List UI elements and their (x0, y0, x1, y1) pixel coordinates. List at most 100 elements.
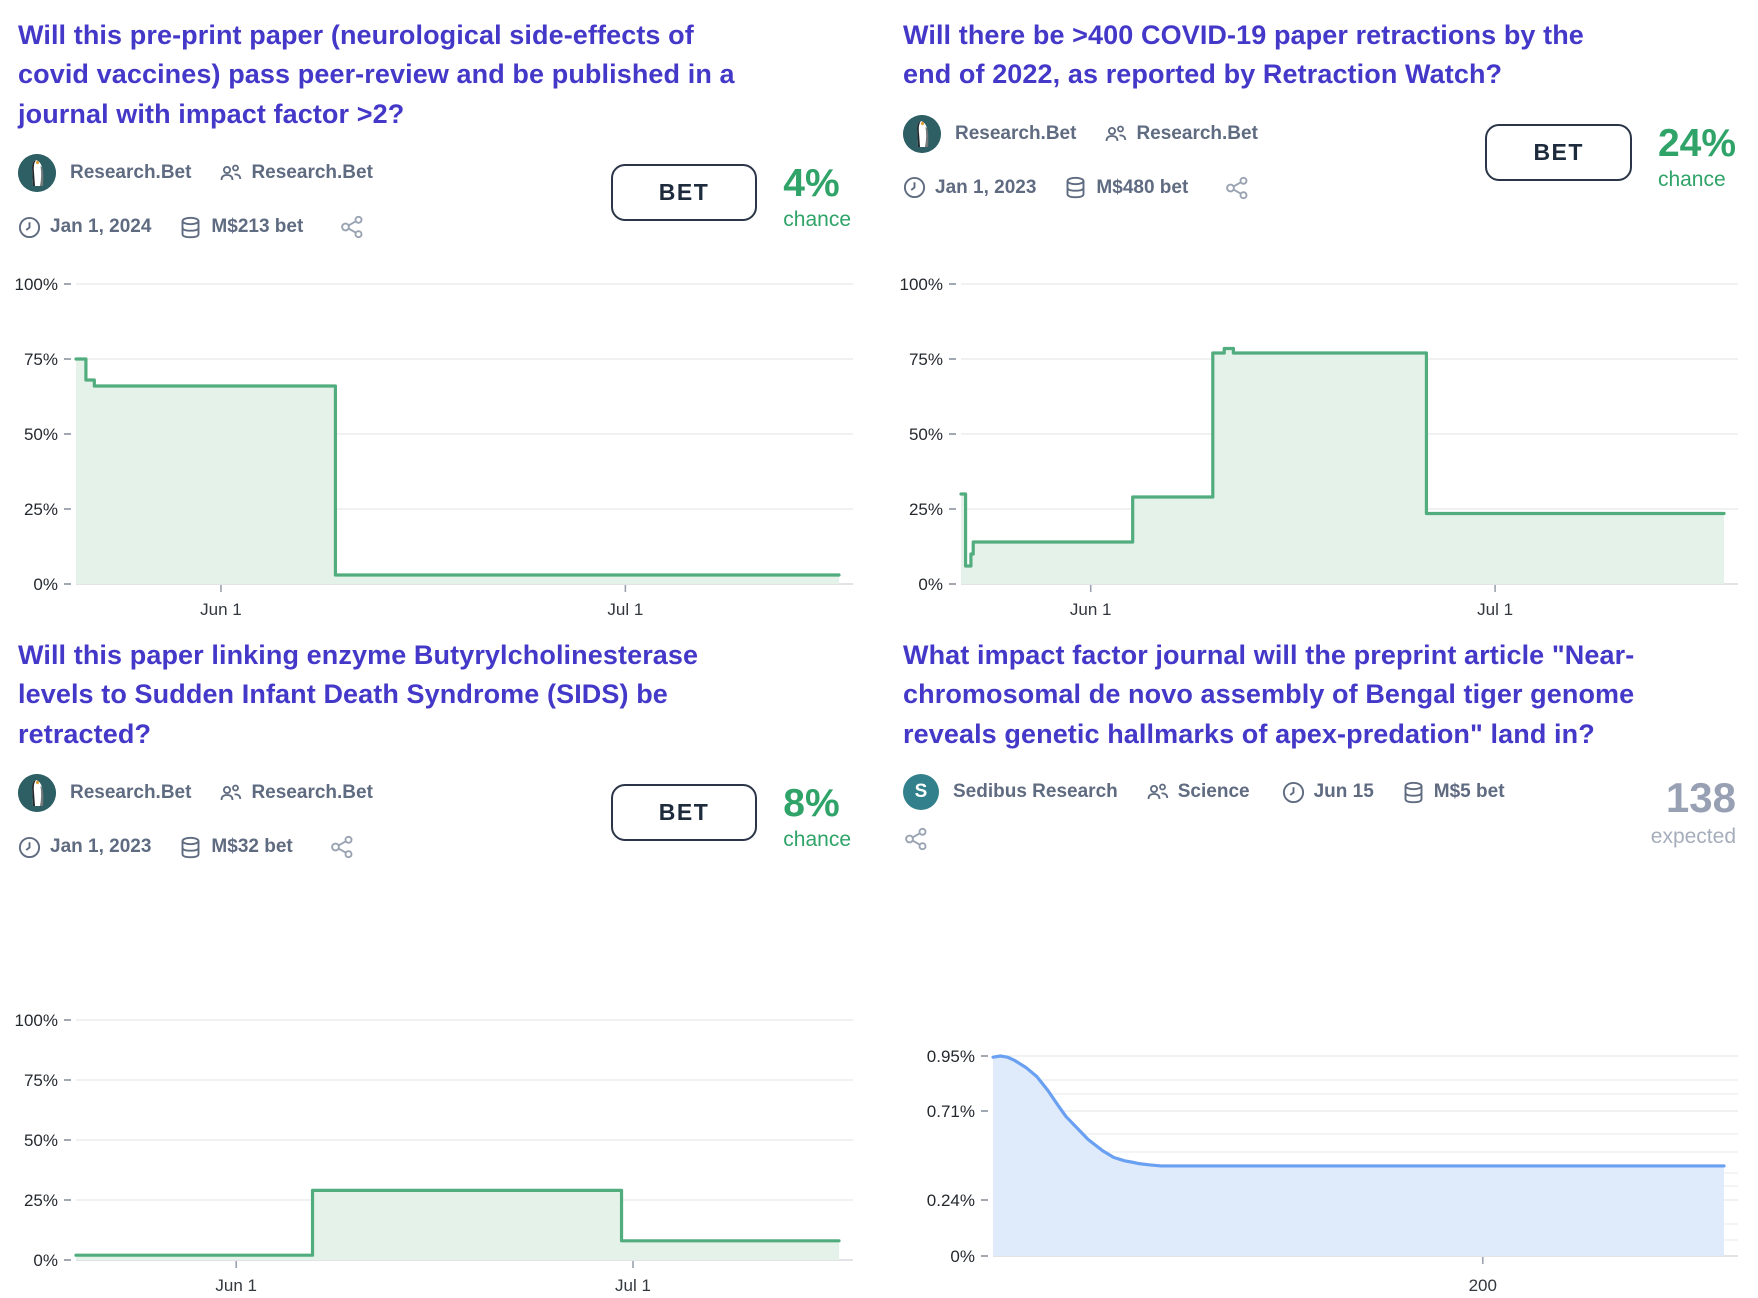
series-line (74, 1188, 841, 1257)
share-icon[interactable] (903, 826, 929, 852)
y-tick-label: 100% (900, 275, 943, 294)
share-icon[interactable] (329, 834, 355, 860)
database-icon (1404, 781, 1423, 803)
expected-label: expected (1650, 825, 1736, 849)
close-date: Jan 1, 2023 (18, 836, 151, 859)
market-title[interactable]: Will there be >400 COVID-19 paper retrac… (903, 20, 1584, 90)
creator-name[interactable]: Sedibus Research (953, 781, 1118, 803)
y-tick-label: 25% (24, 1191, 58, 1210)
share-icon[interactable] (1224, 175, 1250, 201)
series-area (993, 1056, 1724, 1256)
pool-amount: M$213 bet (179, 216, 303, 239)
database-icon (181, 836, 200, 858)
clock-icon (18, 836, 41, 858)
y-tick-label: 75% (24, 1071, 58, 1090)
share-nodes-icon (330, 836, 353, 859)
creator-avatar-penguin[interactable] (903, 114, 941, 153)
y-tick-label: 50% (24, 425, 58, 444)
probability-chart: 100% 75% 50% 25% 0% Jun 1 Jul 1 (15, 1011, 853, 1295)
database-icon (181, 216, 200, 238)
series-area (961, 348, 1724, 584)
group-name: Research.Bet (1136, 122, 1258, 144)
market-card-sids: Will this paper linking enzyme Butyrylch… (14, 622, 855, 1298)
x-tick-label: Jul 1 (607, 600, 643, 619)
market-title[interactable]: Will this paper linking enzyme Butyrylch… (18, 640, 699, 749)
market-title[interactable]: Will this pre-print paper (neurological … (18, 20, 735, 129)
group-users-icon (221, 164, 242, 181)
market-card-retractions: Will there be >400 COVID-19 paper retrac… (899, 2, 1740, 622)
x-tick-label: Jun 1 (215, 1276, 257, 1295)
creator-name[interactable]: Research.Bet (70, 162, 192, 184)
y-tick-label: 0.71% (927, 1102, 975, 1121)
group-name: Science (1177, 781, 1250, 803)
y-tick-label: 0% (918, 575, 943, 594)
pool-amount: M$32 bet (179, 836, 293, 859)
y-tick-label: 100% (15, 275, 58, 294)
y-tick-label: 25% (24, 500, 58, 519)
y-tick-label: 0% (33, 1251, 58, 1270)
probability-chart: 100% 75% 50% 25% 0% Jun 1 Jul 1 (15, 275, 853, 619)
series-line (74, 357, 841, 577)
series-area (76, 359, 839, 584)
share-nodes-icon (341, 216, 363, 239)
market-card-preprint: Will this pre-print paper (neurological … (14, 2, 855, 622)
bet-button[interactable]: BET (610, 783, 758, 841)
y-tick-label: 75% (909, 350, 943, 369)
penguin-icon (18, 774, 56, 813)
creator-avatar-initial[interactable]: S (903, 774, 939, 811)
share-icon[interactable] (339, 214, 365, 240)
close-date: Jan 1, 2023 (903, 176, 1036, 199)
chance-value: 4% (783, 161, 840, 205)
y-tick-label: 25% (909, 500, 943, 519)
probability-chart: 100% 75% 50% 25% 0% Jun 1 Jul 1 (900, 275, 1738, 619)
group-users-icon (1106, 125, 1127, 141)
group-chip[interactable]: Science (1146, 781, 1250, 803)
y-tick-label: 50% (909, 425, 943, 444)
series-area (76, 1190, 839, 1260)
group-chip[interactable]: Research.Bet (1104, 122, 1258, 145)
expected-value: 138 (1665, 774, 1736, 822)
y-tick-label: 100% (15, 1011, 58, 1030)
creator-name[interactable]: Research.Bet (955, 122, 1077, 144)
market-title[interactable]: What impact factor journal will the prep… (903, 640, 1635, 749)
market-card-impact-factor: What impact factor journal will the prep… (899, 622, 1740, 1298)
clock-icon (903, 177, 926, 199)
group-name: Research.Bet (251, 782, 373, 804)
x-tick-label: Jul 1 (615, 1276, 651, 1295)
penguin-icon (903, 114, 941, 153)
creator-avatar-penguin[interactable] (18, 774, 56, 813)
close-date: Jan 1, 2024 (18, 216, 151, 239)
chance-value: 8% (783, 781, 840, 825)
creator-avatar-penguin[interactable] (18, 154, 56, 193)
expected-value-chart: 0.95% 0.71% 0.24% 0% 200 (927, 1048, 1738, 1295)
x-tick-label: 200 (1469, 1276, 1497, 1295)
clock-icon (18, 216, 41, 238)
y-tick-label: 0% (33, 575, 58, 594)
pool-amount: M$5 bet (1402, 781, 1505, 804)
group-chip[interactable]: Research.Bet (219, 782, 373, 804)
group-name: Research.Bet (251, 162, 373, 184)
y-tick-label: 0.95% (927, 1048, 975, 1066)
x-tick-label: Jun 1 (200, 600, 242, 619)
expected-block: 138 expected (1651, 776, 1736, 848)
group-chip[interactable]: Research.Bet (219, 162, 373, 184)
database-icon (1066, 177, 1085, 199)
pool-amount: M$480 bet (1064, 176, 1188, 199)
x-tick-label: Jul 1 (1477, 600, 1513, 619)
chance-value: 24% (1657, 122, 1736, 166)
share-nodes-icon (905, 828, 927, 851)
y-tick-label: 0% (950, 1247, 975, 1266)
series-line (991, 1054, 1726, 1168)
bet-button[interactable]: BET (610, 163, 758, 221)
bet-button[interactable]: BET (1485, 124, 1632, 182)
penguin-icon (18, 154, 56, 193)
chance-block: 24% chance (1657, 122, 1736, 191)
share-nodes-icon (1226, 176, 1248, 199)
x-tick-label: Jun 1 (1070, 600, 1112, 619)
chance-block: 4% chance (783, 161, 851, 231)
chance-block: 8% chance (783, 781, 851, 851)
chance-label: chance (783, 207, 851, 231)
series-line (959, 346, 1726, 568)
y-tick-label: 0.24% (927, 1191, 975, 1210)
creator-name[interactable]: Research.Bet (70, 782, 192, 804)
